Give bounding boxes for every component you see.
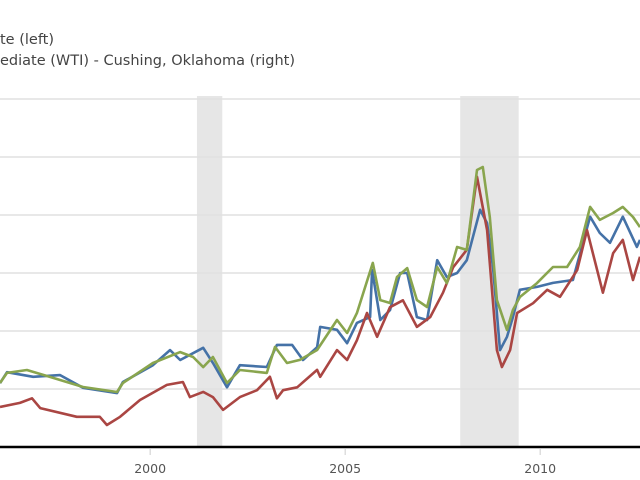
- x-tick-label: 2010: [524, 461, 556, 476]
- series-line-green: [0, 165, 640, 394]
- legend-item-left-series: te (left): [0, 32, 55, 48]
- x-tick-label: 2000: [134, 461, 166, 476]
- legend-item-right-series: ediate (WTI) - Cushing, Oklahoma (right): [0, 53, 295, 69]
- series-line-red: [0, 175, 640, 427]
- x-tick-label: 2005: [329, 461, 361, 476]
- series-line-blue: [0, 208, 640, 395]
- legend: te (left) ediate (WTI) - Cushing, Oklaho…: [0, 30, 295, 72]
